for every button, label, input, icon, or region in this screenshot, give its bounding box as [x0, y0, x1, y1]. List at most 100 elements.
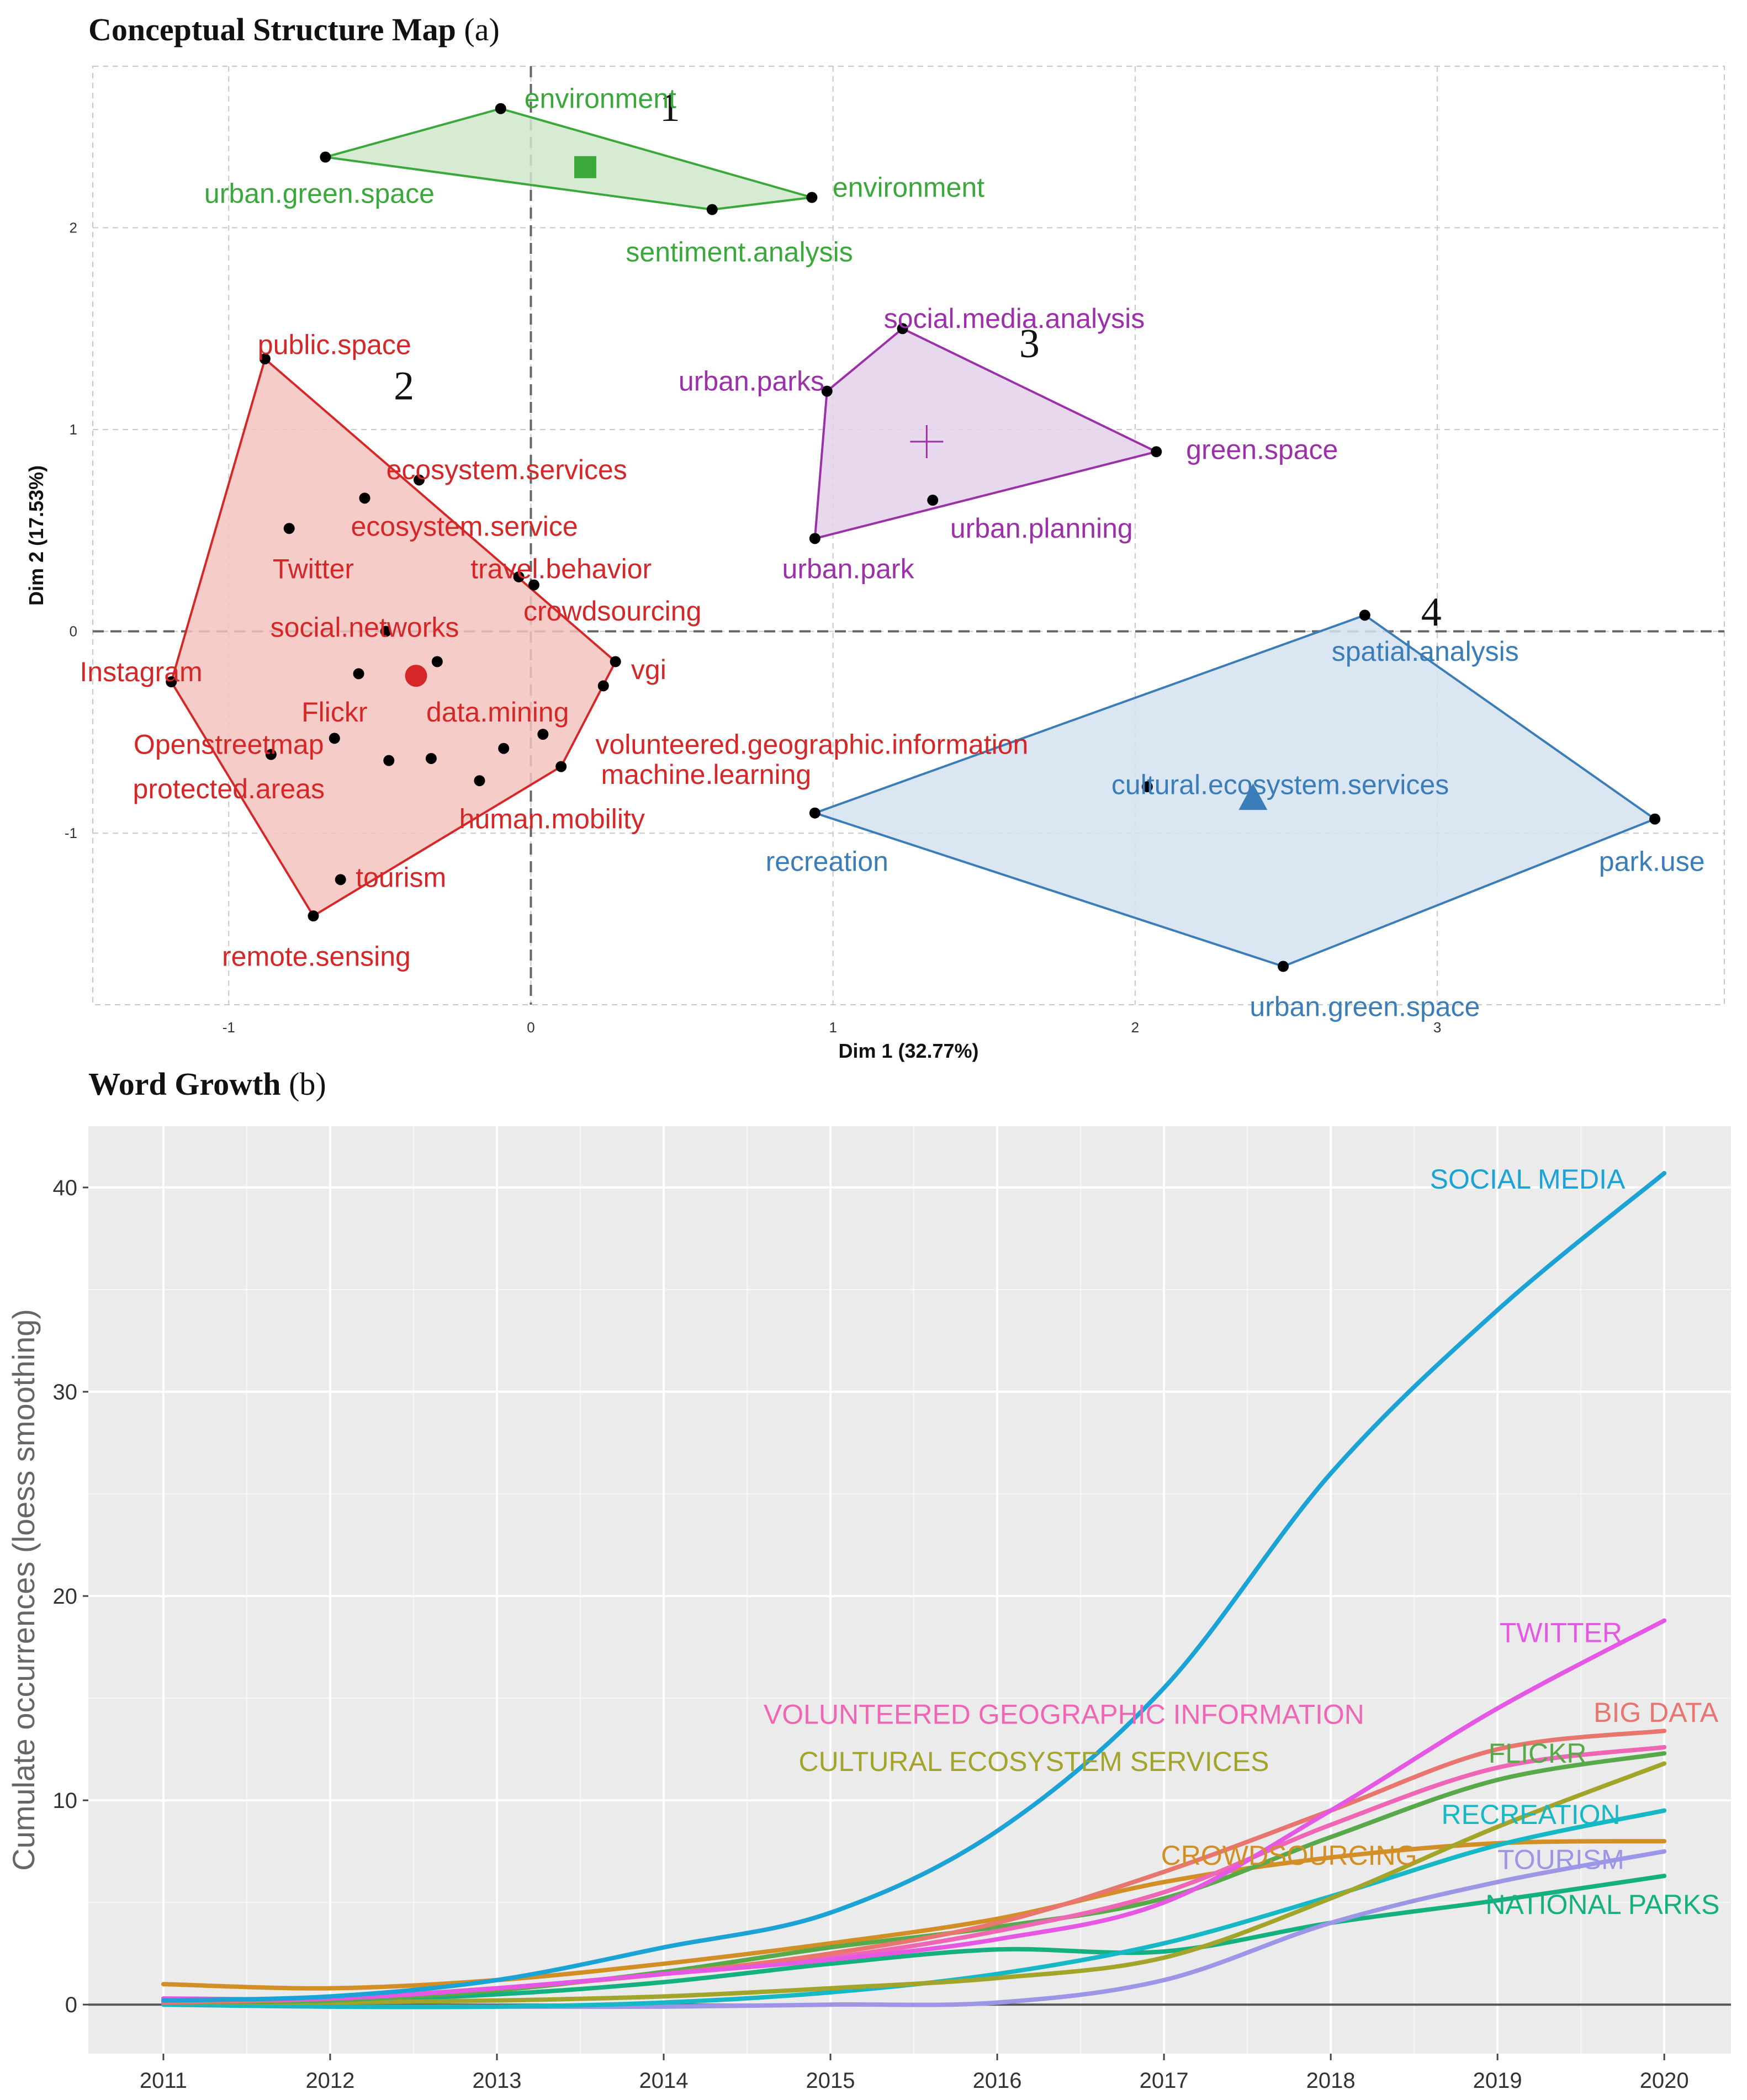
- keyword-label: social.media.analysis: [884, 303, 1145, 334]
- series-label: VOLUNTEERED GEOGRAPHIC INFORMATION: [764, 1699, 1364, 1730]
- map-x-tick-label: 1: [829, 1019, 837, 1036]
- keyword-label: social.networks: [271, 612, 459, 643]
- keyword-label: Instagram: [80, 656, 202, 687]
- keyword-point: [1649, 813, 1661, 825]
- series-label: RECREATION: [1442, 1799, 1621, 1830]
- growth-x-tick-label: 2017: [1140, 2069, 1189, 2093]
- keyword-label: urban.planning: [950, 513, 1133, 544]
- keyword-label: data.mining: [426, 697, 569, 728]
- map-y-tick-label: 2: [70, 219, 77, 236]
- keyword-label: tourism: [356, 862, 446, 893]
- plot-background: [88, 1126, 1731, 2054]
- map-x-tick-label: 0: [527, 1019, 534, 1036]
- map-points: [166, 103, 1661, 972]
- cluster-2-hull: [170, 357, 617, 918]
- keyword-label: crowdsourcing: [523, 596, 701, 627]
- keyword-point: [809, 807, 820, 819]
- keyword-label: ecosystem.services: [387, 454, 627, 485]
- map-axes: -1 0 1 2 3 -1 0 1 2 Dim 1 (32.77%) Dim 2 (17.53%): [25, 219, 1441, 1062]
- growth-y-tick-label: 40: [53, 1176, 78, 1200]
- growth-x-tick-label: 2020: [1640, 2069, 1689, 2093]
- keyword-label: public.space: [258, 330, 411, 360]
- keyword-point: [537, 729, 549, 740]
- caption-a: Conceptual Structure Map (a): [88, 11, 500, 48]
- keyword-point: [555, 761, 567, 772]
- word-growth-chart: SOCIAL MEDIA TWITTER BIG DATA VOLUNTEERED G…: [6, 1126, 1731, 2093]
- keyword-label: environment: [525, 83, 676, 114]
- growth-series-labels: SOCIAL MEDIA TWITTER BIG DATA VOLUNTEERED G…: [764, 1164, 1720, 1920]
- keyword-point: [1141, 781, 1153, 793]
- growth-grid: [88, 1126, 1731, 2054]
- keyword-label: recreation: [766, 846, 888, 877]
- keyword-point: [821, 385, 833, 397]
- map-y-tick-label: 0: [70, 623, 77, 640]
- keyword-point: [308, 910, 319, 922]
- growth-series-lines: [161, 1171, 1667, 2009]
- keyword-label: urban.park: [782, 553, 915, 584]
- series-label: SOCIAL MEDIA: [1430, 1164, 1626, 1195]
- keyword-point: [329, 733, 340, 744]
- cluster-2-number: 2: [394, 364, 414, 409]
- growth-y-tick-label: 0: [65, 1993, 77, 2017]
- keyword-point: [1278, 961, 1289, 972]
- keyword-point: [806, 192, 818, 203]
- series-line: [161, 1171, 1667, 2003]
- keyword-point: [335, 874, 346, 885]
- keyword-label: urban.parks: [679, 365, 824, 396]
- growth-x-tick-label: 2019: [1473, 2069, 1522, 2093]
- keyword-label: travel.behavior: [470, 553, 652, 584]
- caption-a-tag: (a): [464, 12, 500, 47]
- keyword-point: [498, 743, 510, 754]
- keyword-point: [359, 492, 370, 504]
- series-label: FLICKR: [1489, 1738, 1587, 1769]
- map-y-tick-label: -1: [65, 825, 77, 841]
- keyword-point: [414, 474, 425, 486]
- growth-x-tick-label: 2014: [639, 2069, 689, 2093]
- map-x-tick-label: -1: [223, 1019, 235, 1036]
- keyword-label: ecosystem.service: [351, 511, 578, 542]
- caption-b: Word Growth (b): [88, 1065, 326, 1102]
- growth-y-tick-label: 20: [53, 1584, 78, 1609]
- cluster-2-centroid-marker: [405, 665, 427, 687]
- keyword-label: Flickr: [301, 697, 367, 728]
- keyword-point: [353, 668, 364, 680]
- keyword-label: spatial.analysis: [1332, 636, 1519, 667]
- growth-x-tick-label: 2011: [140, 2069, 187, 2093]
- keyword-label: protected.areas: [133, 773, 325, 804]
- growth-axes: 0 10 20 30 40 2011 2012 2013 2014 2015 2016 2017 201…: [6, 1176, 1689, 2093]
- keyword-label: human.mobility: [459, 804, 645, 835]
- keyword-point: [320, 151, 331, 163]
- keyword-label: cultural.ecosystem.services: [1111, 770, 1449, 800]
- caption-b-tag: (b): [289, 1066, 326, 1102]
- series-label: CROWDSOURCING: [1161, 1840, 1417, 1871]
- keyword-label: urban.green.space: [204, 178, 435, 209]
- map-x-tick-label: 2: [1131, 1019, 1139, 1036]
- keyword-point: [610, 656, 621, 667]
- keyword-point: [431, 656, 443, 667]
- keyword-label: vgi: [631, 654, 666, 685]
- growth-x-tick-label: 2012: [305, 2069, 354, 2093]
- keyword-point: [166, 676, 177, 688]
- keyword-point: [1359, 609, 1370, 621]
- keyword-point: [528, 579, 539, 591]
- series-label: TWITTER: [1500, 1618, 1622, 1648]
- keyword-point: [283, 523, 295, 534]
- series-line: [161, 1761, 1667, 2005]
- cluster-3-hull: [813, 327, 1160, 540]
- keyword-point: [380, 625, 391, 637]
- series-label: NATIONAL PARKS: [1485, 1889, 1719, 1920]
- cluster-3-centroid-marker: [910, 425, 944, 458]
- growth-x-tick-label: 2018: [1306, 2069, 1356, 2093]
- keyword-label: green.space: [1186, 434, 1338, 465]
- keyword-point: [425, 752, 437, 764]
- keyword-point: [474, 775, 485, 787]
- map-y-tick-label: 1: [70, 421, 77, 438]
- keyword-point: [513, 571, 525, 582]
- cluster-1-number: 1: [660, 85, 680, 130]
- keyword-point: [259, 353, 271, 365]
- map-plot-border: [92, 66, 1725, 1005]
- keyword-label: Openstreetmap: [134, 729, 324, 760]
- keyword-point: [383, 755, 395, 766]
